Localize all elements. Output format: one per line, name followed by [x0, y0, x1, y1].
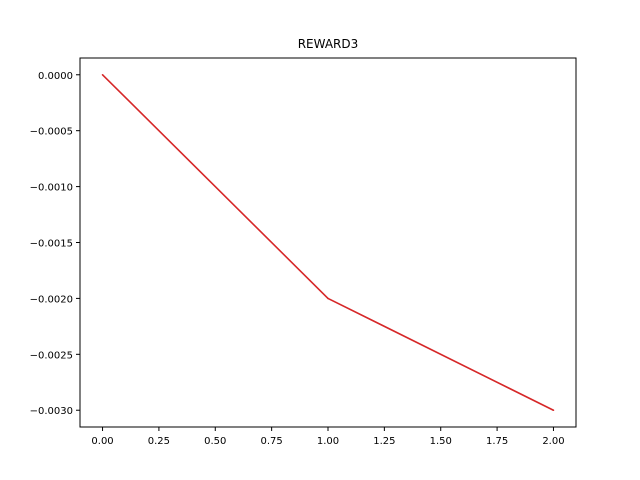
x-tick-label: 0.50 [204, 436, 226, 447]
data-point [552, 409, 555, 412]
x-tick-label: 0.75 [261, 436, 283, 447]
x-tick-label: 2.00 [542, 436, 564, 447]
y-tick-label: −0.0030 [30, 406, 73, 417]
x-tick-label: 1.00 [317, 436, 339, 447]
chart-title: REWARD3 [298, 37, 359, 51]
data-point [101, 73, 104, 76]
y-tick-label: −0.0015 [30, 239, 73, 250]
y-tick-label: −0.0025 [30, 350, 73, 361]
y-tick-label: 0.0000 [38, 71, 73, 82]
y-tick-label: −0.0020 [30, 294, 73, 305]
plot-area [101, 73, 555, 412]
x-axis: 0.00 0.25 0.50 0.75 1.00 1.25 1.50 1.75 2.00 [91, 427, 565, 447]
y-tick-label: −0.0010 [30, 183, 73, 194]
x-tick-label: 1.25 [373, 436, 395, 447]
x-tick-label: 0.25 [148, 436, 170, 447]
y-axis: 0.0000 −0.0005 −0.0010 −0.0015 −0.0020 −0.002… [30, 71, 80, 417]
data-point [327, 297, 329, 300]
x-tick-label: 1.75 [486, 436, 508, 447]
x-tick-label: 1.50 [430, 436, 452, 447]
x-tick-label: 0.00 [91, 436, 113, 447]
y-tick-label: −0.0005 [30, 127, 73, 138]
